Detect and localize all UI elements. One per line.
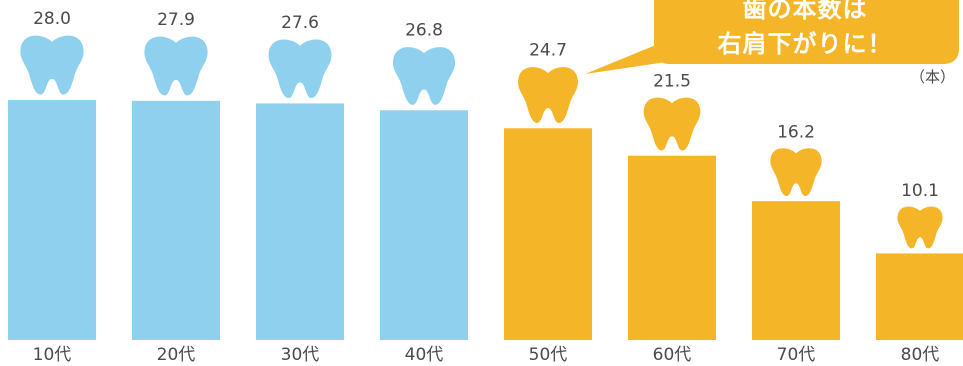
bar-40代 [380, 110, 468, 341]
tooth-icon [518, 67, 578, 123]
bars: 28.0 10代 27.9 20代 27.6 30代 26.8 40代 24.7 50代 21.5 6… [8, 9, 963, 365]
bar-60代 [628, 155, 716, 340]
tooth-icon [770, 148, 822, 196]
category-label: 70代 [777, 345, 816, 365]
value-label: 24.7 [529, 41, 567, 61]
bar-10代 [8, 100, 96, 340]
bar-30代 [256, 103, 344, 340]
tooth-icon [20, 35, 84, 95]
callout-line-1: 歯の本数は [743, 0, 868, 23]
tooth-icon [897, 206, 943, 249]
callout-box [654, 0, 959, 64]
unit-label: （本） [910, 68, 955, 86]
bar-50代 [504, 128, 592, 340]
category-label: 10代 [33, 345, 72, 365]
bar-70代 [752, 201, 840, 340]
bar-80代 [876, 253, 963, 340]
tooth-icon [144, 36, 208, 96]
tooth-icon [268, 39, 332, 99]
category-label: 20代 [157, 345, 196, 365]
value-label: 10.1 [901, 181, 939, 201]
tooth-icon [643, 97, 701, 151]
tooth-icon [392, 47, 456, 105]
value-label: 28.0 [33, 9, 71, 29]
value-label: 21.5 [653, 71, 691, 91]
category-label: 80代 [901, 345, 940, 365]
value-label: 27.6 [281, 13, 319, 33]
value-label: 26.8 [405, 21, 443, 41]
callout-line-2: 右肩下がりに！ [718, 30, 893, 58]
value-label: 16.2 [777, 122, 815, 142]
value-label: 27.9 [157, 10, 195, 30]
callout: 歯の本数は 右肩下がりに！ [585, 0, 959, 74]
bar-20代 [132, 100, 220, 340]
category-label: 50代 [529, 345, 568, 365]
category-label: 60代 [653, 345, 692, 365]
category-label: 40代 [405, 345, 444, 365]
category-label: 30代 [281, 345, 320, 365]
